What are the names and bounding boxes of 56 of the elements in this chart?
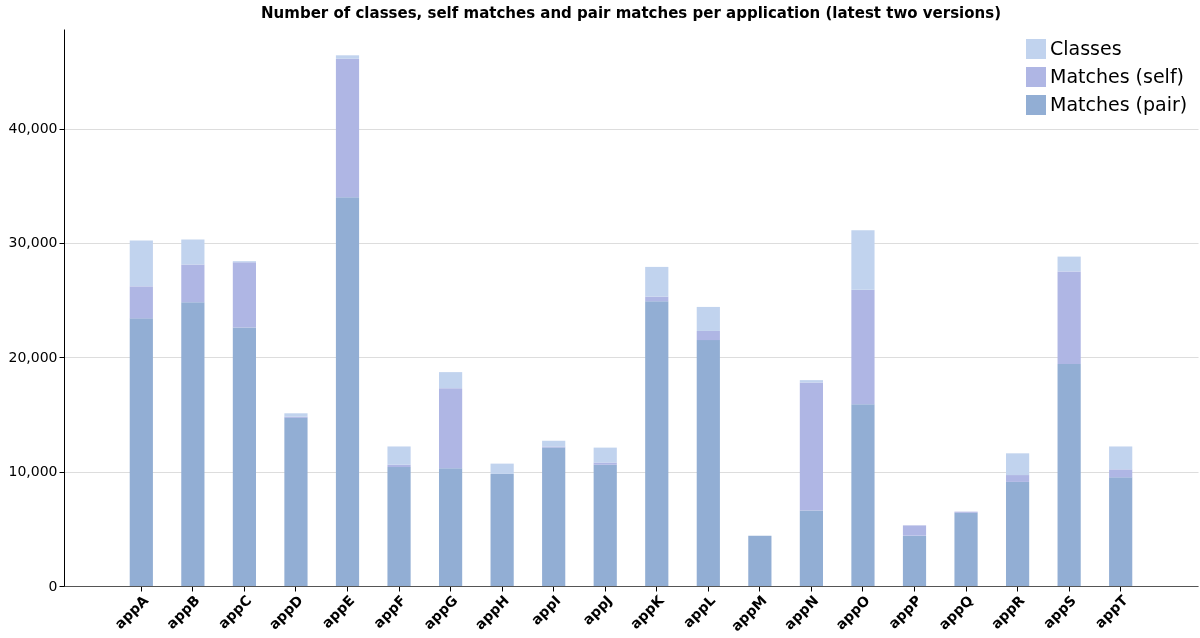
legend-label: Classes bbox=[1050, 37, 1122, 59]
bar bbox=[902, 525, 927, 536]
bar bbox=[645, 301, 669, 586]
legend-label: Matches (self) bbox=[1050, 65, 1184, 87]
bar bbox=[232, 262, 257, 328]
bar bbox=[181, 264, 205, 303]
bar bbox=[1057, 364, 1081, 586]
bar bbox=[851, 289, 875, 405]
y-tick-label: 0 bbox=[48, 577, 58, 594]
bar bbox=[851, 230, 875, 290]
bar bbox=[490, 473, 514, 586]
y-tick-label: 10,000 bbox=[8, 463, 58, 480]
bar bbox=[593, 464, 617, 586]
bar bbox=[387, 446, 411, 465]
bar bbox=[387, 467, 411, 586]
bar bbox=[696, 340, 720, 586]
bar bbox=[799, 510, 824, 586]
y-tick-label: 20,000 bbox=[8, 348, 58, 365]
bar bbox=[1057, 256, 1081, 272]
y-tick-label: 40,000 bbox=[8, 120, 58, 137]
bar bbox=[1005, 453, 1030, 476]
bar bbox=[438, 372, 463, 389]
bar bbox=[1005, 481, 1030, 586]
bar bbox=[1109, 477, 1133, 586]
legend-label: Matches (pair) bbox=[1050, 93, 1188, 115]
bar bbox=[1005, 475, 1030, 482]
bar bbox=[181, 239, 205, 265]
bar bbox=[1057, 271, 1081, 365]
bar bbox=[902, 535, 927, 586]
bar bbox=[593, 462, 617, 465]
bar bbox=[851, 404, 875, 586]
bar bbox=[799, 382, 824, 511]
bar bbox=[335, 55, 360, 59]
bar bbox=[438, 388, 463, 469]
bar bbox=[954, 512, 978, 586]
bar bbox=[1109, 446, 1133, 470]
bar bbox=[129, 240, 153, 287]
bar bbox=[645, 266, 669, 297]
bar bbox=[490, 463, 514, 474]
y-tick-label: 30,000 bbox=[8, 234, 58, 251]
bar bbox=[284, 417, 308, 586]
bar bbox=[748, 535, 772, 586]
bar bbox=[696, 306, 720, 331]
bar bbox=[542, 447, 566, 586]
bar bbox=[1109, 469, 1133, 478]
bar bbox=[335, 58, 360, 198]
bar bbox=[232, 327, 257, 586]
bar bbox=[593, 447, 617, 463]
bar bbox=[181, 302, 205, 586]
bar bbox=[335, 197, 360, 586]
bar bbox=[129, 286, 153, 319]
bar bbox=[387, 464, 411, 468]
bar bbox=[129, 318, 153, 586]
chart-title: Number of classes, self matches and pair matches per application (latest two versions) bbox=[261, 4, 1001, 22]
bar bbox=[438, 468, 463, 586]
bar bbox=[696, 330, 720, 341]
